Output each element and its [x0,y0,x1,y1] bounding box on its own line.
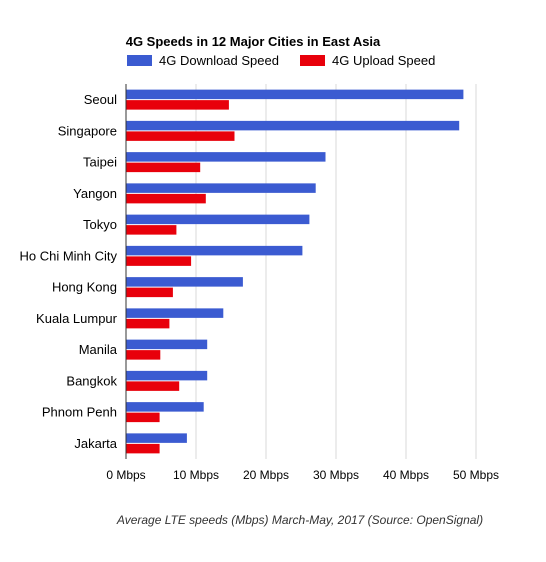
bar-download-ho-chi-minh-city [126,245,303,256]
legend-swatch-upload [300,55,325,66]
x-tick-label: 30 Mbps [313,468,359,482]
category-label: Jakarta [74,436,117,451]
category-label: Singapore [58,123,117,138]
bar-download-phnom-penh [126,402,204,412]
bar-download-kuala-lumpur [126,308,224,318]
bar-upload-kuala-lumpur [126,318,170,329]
x-tick-label: 0 Mbps [106,468,145,482]
category-labels: Seoul Singapore Taipei Yangon Tokyo Ho Chi Mi… [19,92,117,451]
chart-caption: Average LTE speeds (Mbps) March-May, 201… [116,513,484,527]
bar-upload-yangon [126,193,206,204]
bar-upload-singapore [126,131,235,141]
legend-swatch-download [127,55,152,66]
bars [126,89,464,454]
x-tick-label: 20 Mbps [243,468,289,482]
bar-download-bangkok [126,370,208,381]
bar-upload-seoul [126,100,229,110]
gridlines [195,84,477,459]
legend: 4G Download Speed 4G Upload Speed [127,53,435,68]
category-label: Ho Chi Minh City [19,248,117,263]
bar-upload-jakarta [126,443,160,454]
bar-upload-bangkok [126,381,180,391]
x-tick-label: 10 Mbps [173,468,219,482]
bar-upload-manila [126,350,161,360]
bar-download-manila [126,339,208,350]
category-label: Manila [79,342,118,357]
category-label: Hong Kong [52,280,117,295]
x-tick-label: 40 Mbps [383,468,429,482]
bar-download-singapore [126,120,460,131]
bar-download-hong-kong [126,277,243,287]
legend-label-upload: 4G Upload Speed [332,53,435,68]
category-label: Kuala Lumpur [36,311,118,326]
bar-download-taipei [126,152,326,162]
category-label: Phnom Penh [42,405,117,420]
bar-upload-ho-chi-minh-city [126,256,192,266]
category-label: Taipei [83,155,117,170]
x-axis-tick-labels: 0 Mbps 10 Mbps 20 Mbps 30 Mbps 40 Mbps 50 Mbp… [106,468,499,482]
x-tick-label: 50 Mbps [453,468,499,482]
bar-upload-tokyo [126,225,177,235]
category-label: Tokyo [83,217,117,232]
legend-label-download: 4G Download Speed [159,53,279,68]
bar-download-jakarta [126,433,187,443]
category-label: Bangkok [66,373,117,388]
bar-download-yangon [126,183,316,193]
bar-upload-hong-kong [126,287,173,298]
chart-title: 4G Speeds in 12 Major Cities in East Asi… [126,34,381,49]
bar-download-seoul [126,89,464,100]
bar-upload-phnom-penh [126,412,160,423]
bar-download-tokyo [126,214,310,225]
category-label: Seoul [84,92,117,107]
category-label: Yangon [73,186,117,201]
bar-upload-taipei [126,162,201,173]
